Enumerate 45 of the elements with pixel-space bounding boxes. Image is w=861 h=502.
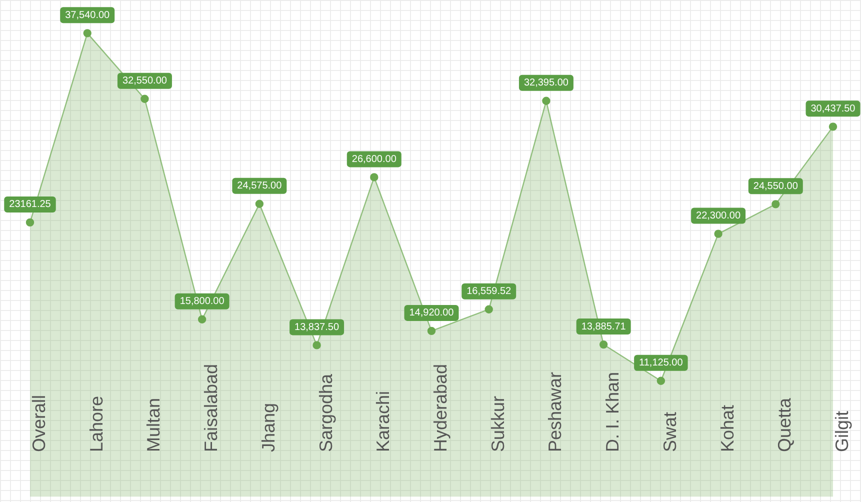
x-tick-label: Jhang [258, 402, 278, 452]
point [198, 315, 206, 324]
point [828, 122, 838, 131]
data-label: 37,540.00 [65, 10, 110, 21]
x-tick-label: Peshawar [545, 372, 566, 452]
data-label: 16,559.52 [466, 286, 512, 298]
data-label: 32,550.00 [122, 76, 168, 87]
x-tick-label: Karachi [373, 390, 394, 452]
data-label: 14,920.00 [409, 308, 454, 319]
x-tick-label: Faisalabad [201, 364, 222, 452]
x-tick-label: Swat [660, 412, 680, 452]
data-label: 30,437.50 [810, 103, 856, 114]
x-tick-label: Multan [144, 398, 164, 452]
data-label: 22,300.00 [696, 210, 741, 222]
point [312, 341, 321, 350]
data-label: 15,800.00 [180, 296, 225, 308]
point [656, 376, 666, 385]
data-label: 32,395.00 [524, 78, 569, 89]
point [599, 340, 608, 349]
point [26, 218, 34, 227]
x-tick-label: Sargodha [316, 372, 336, 452]
point [83, 29, 92, 38]
x-tick-label: Overall [28, 394, 49, 452]
x-tick-label: D. I. Khan [602, 372, 623, 452]
data-label: 26,600.00 [352, 154, 397, 165]
point [140, 94, 149, 103]
point [542, 96, 550, 106]
point [427, 326, 436, 336]
point [772, 200, 780, 208]
x-tick-label: Sukkur [488, 396, 508, 452]
data-label: 24,575.00 [237, 180, 282, 192]
x-tick-label: Kohat [717, 404, 738, 452]
data-label: 11,125.00 [639, 358, 684, 369]
point [714, 230, 722, 238]
data-label: 24,550.00 [753, 180, 798, 192]
data-label: 13,885.71 [581, 321, 626, 332]
x-tick-label: Quetta [774, 396, 795, 452]
data-label: 13,837.50 [294, 322, 340, 333]
data-label: 23161.25 [9, 199, 52, 210]
point [484, 305, 493, 314]
point [255, 200, 264, 208]
point [370, 173, 378, 182]
x-tick-label: Hyderabad [430, 364, 450, 452]
x-tick-label: Lahore [86, 396, 106, 452]
x-tick-label: Gilgit [832, 410, 852, 452]
